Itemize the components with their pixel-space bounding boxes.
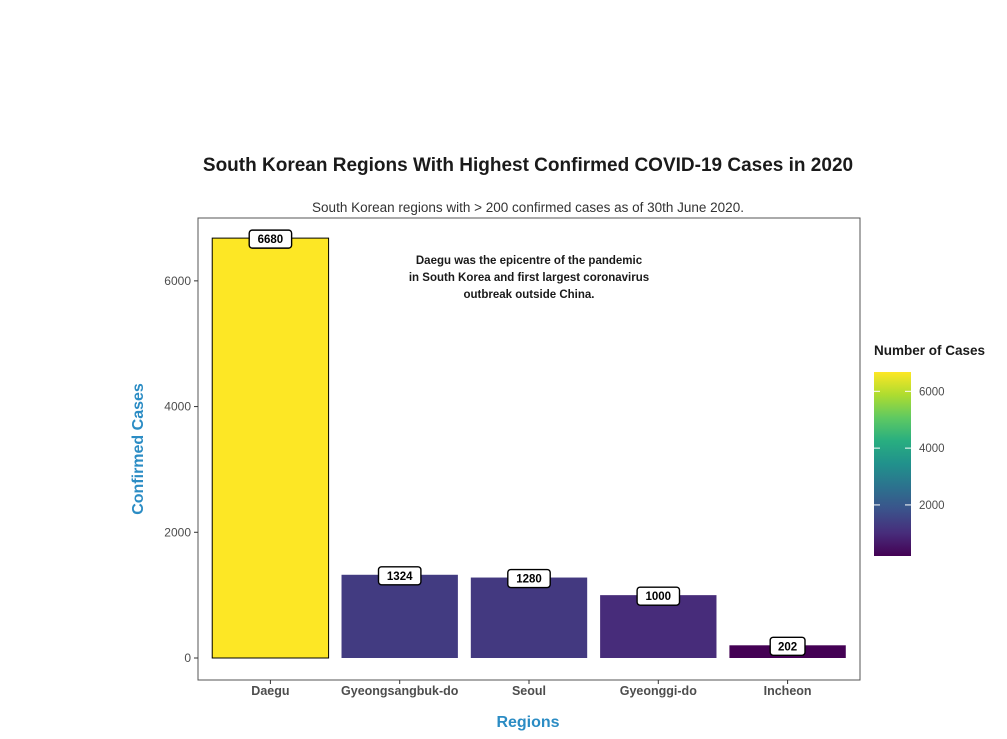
x-tick-label: Gyeongsangbuk-do: [341, 684, 459, 698]
bar-gyeongsangbuk-do: [341, 574, 458, 658]
legend-tick-label: 4000: [919, 443, 945, 455]
legend: Number of Cases 2000 4000 6000: [874, 343, 985, 556]
data-label-box: [769, 636, 806, 657]
bar-daegu: [211, 237, 330, 659]
y-tick-label: 6000: [164, 274, 191, 288]
y-tick-label: 2000: [164, 525, 191, 539]
data-label-box: [377, 566, 422, 586]
x-axis-title: Regions: [496, 714, 559, 731]
y-axis-title: Confirmed Cases: [130, 383, 147, 515]
x-tick-label: Gyeonggi-do: [620, 684, 697, 698]
y-axis: 0 2000 4000 6000: [164, 274, 198, 665]
chart-subtitle: South Korean regions with > 200 confirme…: [312, 200, 744, 215]
data-label: 6680: [258, 234, 284, 246]
x-axis: Daegu Gyeongsangbuk-do Seoul Gyeonggi-do Inc…: [251, 680, 812, 698]
annotation-line-2: in South Korea and first largest coronav…: [409, 272, 649, 284]
legend-tick-label: 2000: [919, 500, 945, 512]
legend-colorbar: [874, 372, 911, 556]
x-tick-label: Seoul: [512, 684, 546, 698]
data-label-box: [636, 586, 681, 606]
x-tick-label: Daegu: [251, 684, 289, 698]
legend-title: Number of Cases: [874, 343, 985, 358]
data-label-box: [507, 568, 551, 589]
annotation-line-1: Daegu was the epicentre of the pandemic: [416, 255, 643, 267]
annotation-line-3: outbreak outside China.: [464, 289, 595, 301]
data-label-box: [248, 229, 293, 249]
data-labels: 6680 1324 1280 1000 202: [248, 229, 806, 657]
data-label: 1280: [516, 574, 542, 586]
y-tick-label: 0: [184, 651, 191, 665]
legend-tick-label: 6000: [919, 386, 945, 398]
x-tick-label: Incheon: [764, 684, 812, 698]
legend-ticks: 2000 4000 6000: [874, 386, 945, 512]
data-label: 1000: [646, 591, 672, 603]
data-label: 1324: [387, 571, 413, 583]
chart-title: South Korean Regions With Highest Confir…: [203, 155, 853, 176]
annotation: Daegu was the epicentre of the pandemic …: [409, 255, 649, 301]
data-label: 202: [778, 641, 797, 653]
bars: [211, 237, 846, 659]
bar-seoul: [470, 577, 588, 658]
y-tick-label: 4000: [164, 400, 191, 414]
